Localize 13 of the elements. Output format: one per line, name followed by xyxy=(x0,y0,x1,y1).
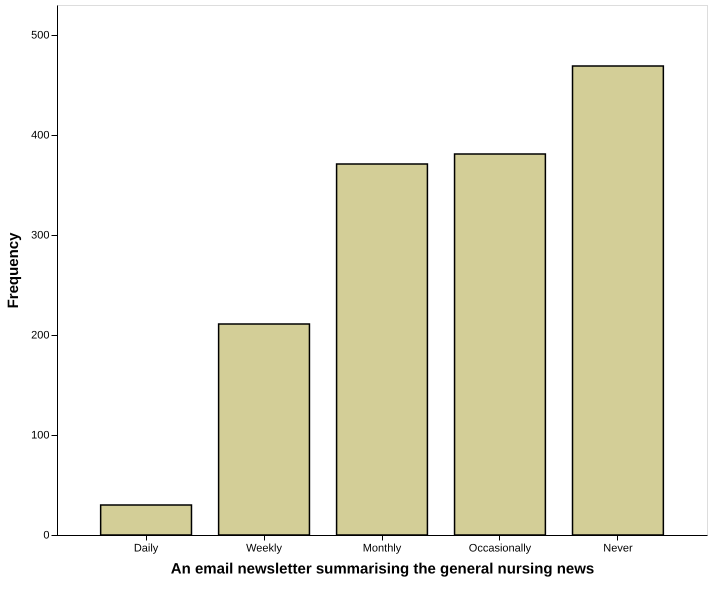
x-tick-label: Occasionally xyxy=(468,542,532,554)
x-axis-title: An email newsletter summarising the general nursing news xyxy=(170,560,594,578)
x-tick-label: Never xyxy=(603,542,633,554)
x-tick-label: Weekly xyxy=(246,542,282,554)
y-axis-title: Frequency xyxy=(5,232,22,308)
y-tick-label: 100 xyxy=(31,430,50,442)
x-tick-label: Monthly xyxy=(362,542,402,554)
y-tick-label: 300 xyxy=(31,230,50,242)
y-tick-label: 400 xyxy=(31,130,50,142)
x-tick-label: Daily xyxy=(134,542,159,554)
y-tick-label: 200 xyxy=(31,330,50,342)
y-tick-label: 0 xyxy=(43,530,50,542)
y-tick-label: 500 xyxy=(31,30,50,42)
